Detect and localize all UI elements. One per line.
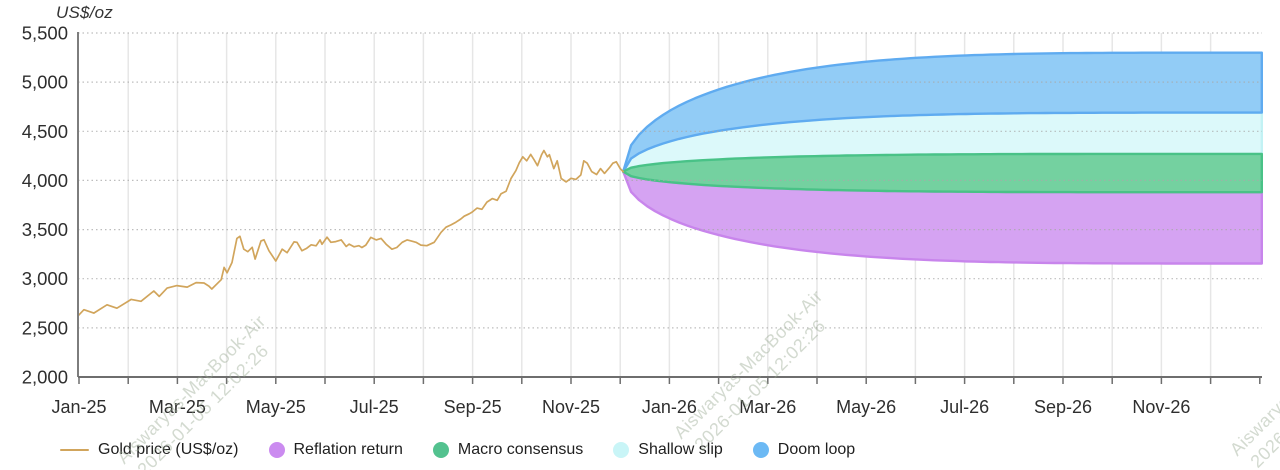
x-tick-labels: Jan-25 Mar-25 May-25 Jul-25 Sep-25 Nov-25 Jan-…	[51, 397, 1190, 417]
y-tick-label: 2,500	[22, 317, 68, 338]
y-axis-title: US$/oz	[56, 3, 113, 22]
legend-line-swatch	[60, 449, 89, 451]
x-tick-label: Sep-26	[1034, 397, 1092, 417]
legend-dot-swatch	[613, 442, 630, 458]
legend-item-macro-consensus: Macro consensus	[432, 441, 584, 459]
x-tick-label: Jul-25	[350, 397, 399, 417]
x-tick-label: Mar-25	[149, 397, 206, 417]
gold-price-line	[77, 149, 625, 317]
y-tick-label: 4,000	[22, 170, 68, 191]
x-tick-label: May-25	[246, 397, 306, 417]
fan-band-macro-consensus	[622, 152, 1263, 194]
legend-dot-swatch	[432, 442, 449, 458]
chart-plot-area: 2,000 2,500 3,000 3,500 4,000 4,500 5,000 5,500…	[22, 23, 1263, 417]
y-tick-label: 3,000	[22, 268, 68, 289]
y-tick-label: 3,500	[22, 219, 68, 240]
y-tick-label: 5,000	[22, 72, 68, 93]
y-tick-label: 5,500	[22, 23, 68, 44]
legend-dot-swatch	[268, 442, 285, 458]
legend-item-doom-loop: Doom loop	[752, 441, 856, 459]
legend-label: Shallow slip	[638, 441, 723, 458]
y-gridlines	[78, 32, 1262, 329]
legend-item-shallow-slip: Shallow slip	[613, 441, 723, 459]
x-tick-label: Nov-26	[1132, 397, 1190, 417]
x-tick-label: Jul-26	[940, 397, 989, 417]
x-tick-label: Sep-25	[444, 397, 502, 417]
y-tick-labels: 2,000 2,500 3,000 3,500 4,000 4,500 5,000 5,500	[22, 23, 68, 388]
x-tick-label: Nov-25	[542, 397, 600, 417]
legend-item-reflation-return: Reflation return	[268, 441, 403, 459]
x-tick-label: May-26	[836, 397, 896, 417]
y-tick-label: 2,000	[22, 367, 68, 388]
legend-label: Gold price (US$/oz)	[98, 441, 239, 458]
axes	[77, 32, 1262, 384]
x-tick-label: Jan-25	[51, 397, 106, 417]
legend-label: Doom loop	[777, 441, 856, 458]
x-tick-label: Jan-26	[642, 397, 697, 417]
y-tick-label: 4,500	[22, 121, 68, 142]
x-tick-label: Mar-26	[739, 397, 796, 417]
chart-legend: Gold price (US$/oz) Reflation return Macro…	[60, 441, 855, 459]
scenario-fan-bands	[622, 51, 1263, 265]
legend-item-gold-price-us-oz-: Gold price (US$/oz)	[60, 441, 239, 459]
legend-label: Macro consensus	[457, 441, 584, 458]
legend-dot-swatch	[752, 442, 769, 458]
legend-label: Reflation return	[293, 441, 403, 458]
